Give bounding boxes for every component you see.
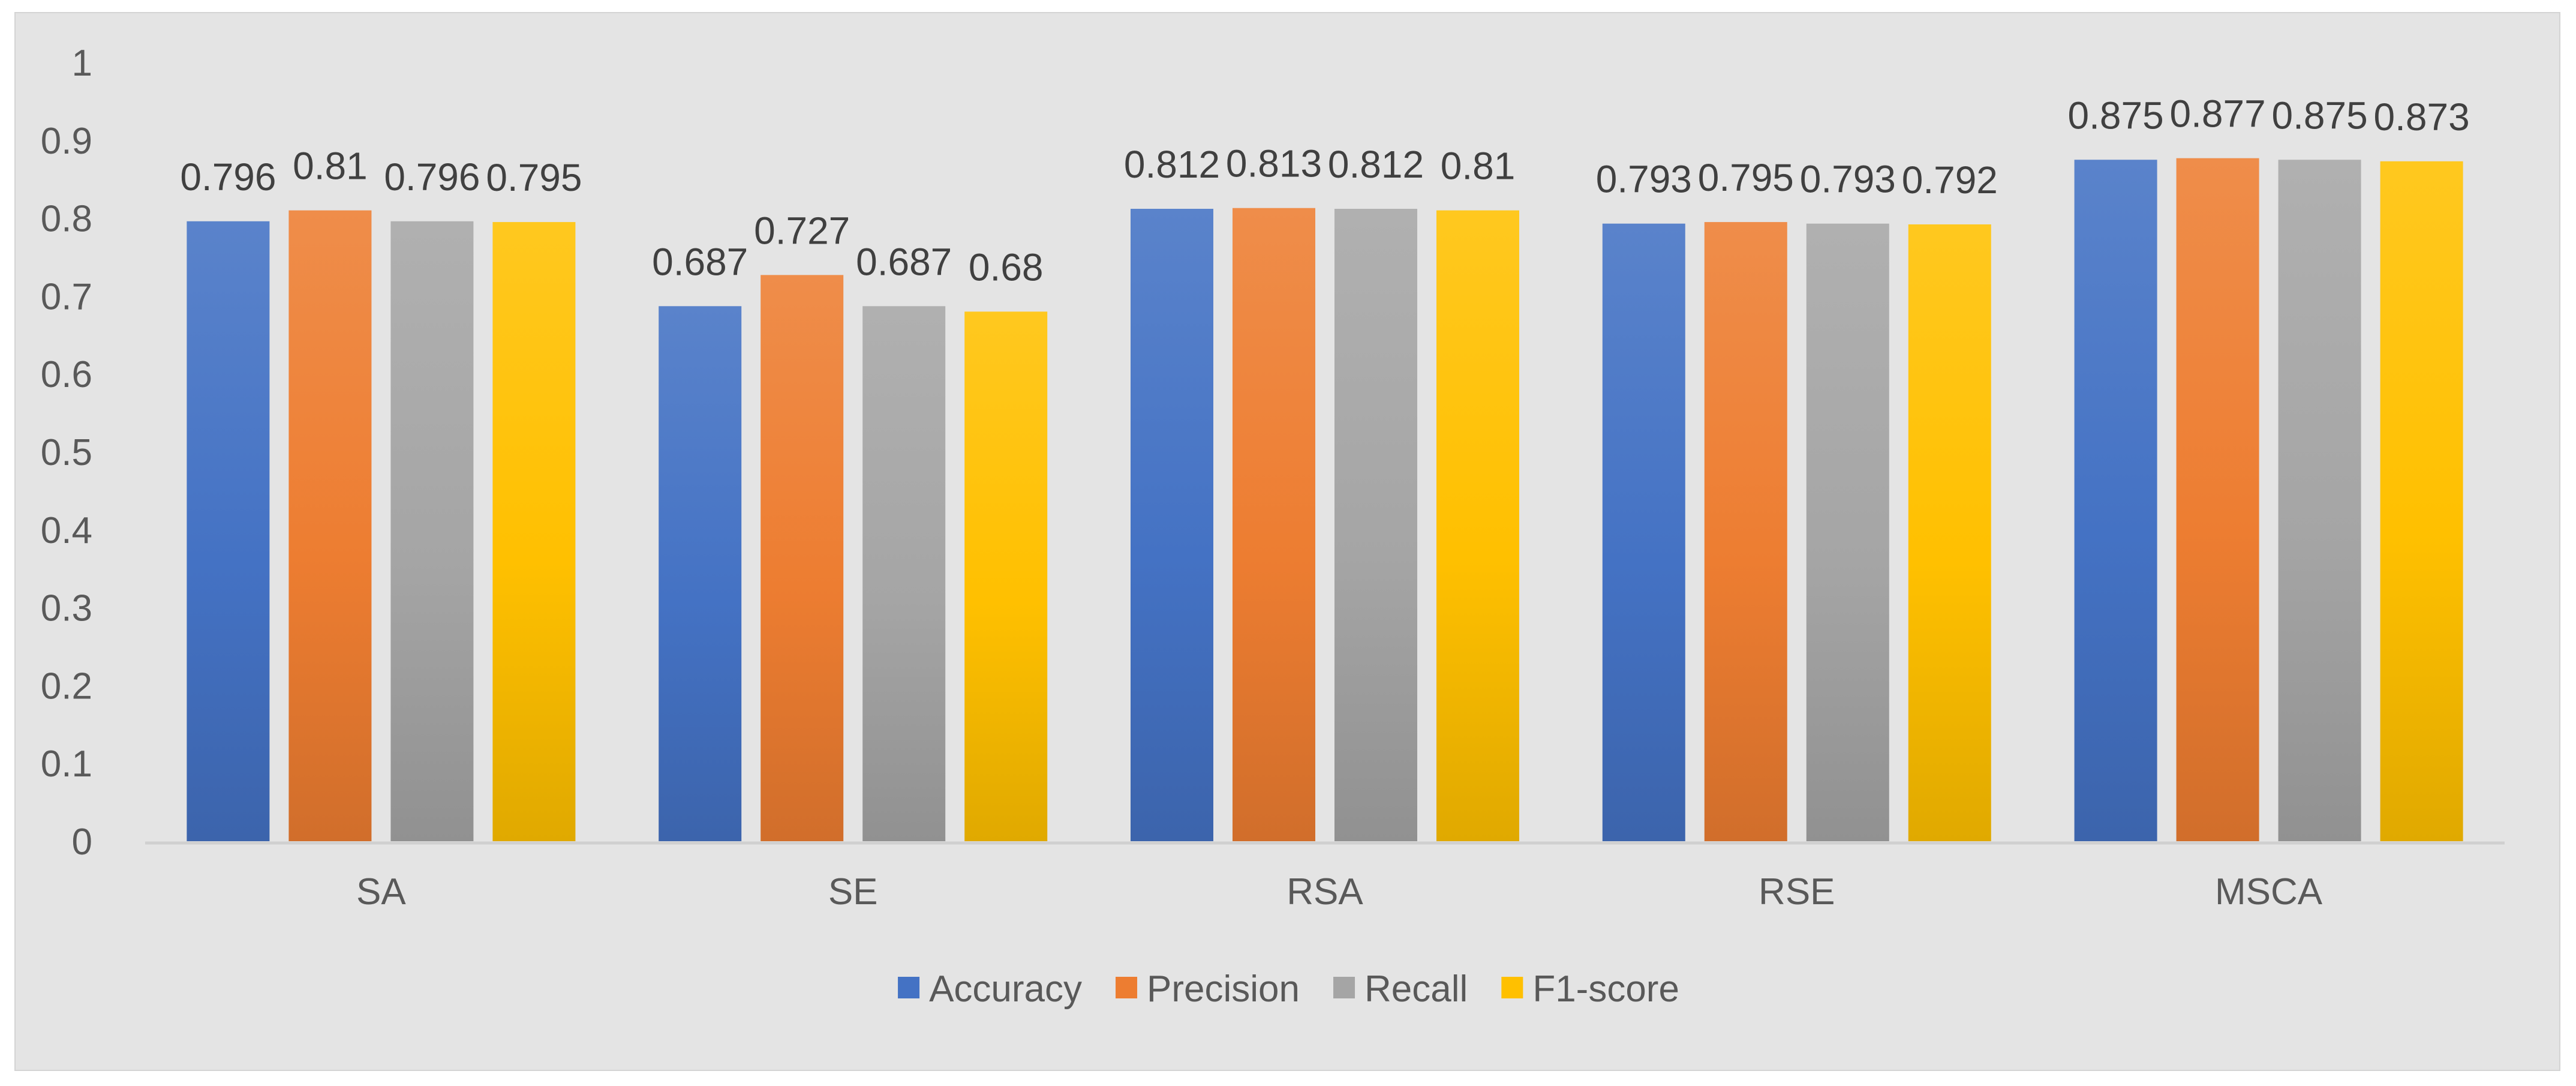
bar-rsa-recall [1334,209,1417,842]
legend-item-recall: Recall [1333,968,1468,1010]
bar-se-f1-score [964,311,1048,841]
bar-msca-accuracy [2074,160,2157,841]
x-category-label: SE [828,871,878,913]
y-tick-label: 0.1 [41,743,92,785]
bar-rsa-accuracy [1131,209,1213,842]
legend-label: Precision [1147,968,1300,1010]
legend: Accuracy Precision Recall F1-score [898,968,1679,1010]
data-label: 0.795 [1698,156,1794,199]
bar-msca-recall [2278,160,2361,841]
bar-rse-precision [1704,222,1787,842]
bar-rsa-precision [1233,208,1315,841]
legend-item-f1-score: F1-score [1501,968,1679,1010]
bar-rse-accuracy [1602,223,1685,841]
bar-se-accuracy [659,306,742,841]
data-label: 0.793 [1596,158,1692,201]
y-tick-label: 0.4 [41,510,92,551]
bar-rse-f1-score [1908,224,1991,841]
bar-sa-f1-score [492,222,576,842]
bar-sa-precision [288,210,372,841]
x-category-label: RSE [1759,871,1835,913]
data-label: 0.875 [2272,94,2368,137]
chart-area: 0 0.1 0.2 0.3 0.4 0.5 0.6 0.7 0.8 0.9 1 0.796 0.81 0… [14,12,2560,1071]
data-label: 0.796 [180,155,276,199]
x-category-label: SA [356,871,406,913]
data-label: 0.796 [384,155,480,199]
data-label: 0.812 [1328,143,1424,186]
bar-chart: 0 0.1 0.2 0.3 0.4 0.5 0.6 0.7 0.8 0.9 1 0.796 0.81 0… [41,43,2505,1010]
y-tick-label: 0.8 [41,199,92,240]
bar-rse-recall [1806,223,1889,841]
y-tick-label: 0.2 [41,665,92,707]
data-label: 0.813 [1226,142,1322,185]
legend-label: Accuracy [929,968,1082,1010]
data-label: 0.873 [2374,95,2470,139]
bar-sa-recall [390,221,474,841]
y-tick-label: 0.9 [41,121,92,162]
y-tick-label: 0.5 [41,432,92,473]
x-category-label: RSA [1287,871,1363,913]
legend-item-accuracy: Accuracy [898,968,1082,1010]
legend-swatch [1501,977,1523,998]
data-label: 0.875 [2068,94,2164,137]
y-tick-label: 0.6 [41,354,92,395]
y-tick-label: 0.3 [41,588,92,629]
y-tick-label: 1 [72,43,92,84]
data-label: 0.877 [2170,92,2266,136]
y-tick-label: 0.7 [41,276,92,317]
legend-label: F1-score [1532,968,1679,1010]
y-tick-label: 0 [72,821,92,863]
data-label: 0.793 [1800,158,1896,201]
x-axis: SA SE RSA RSE MSCA [356,871,2323,913]
x-category-label: MSCA [2215,871,2323,913]
data-label: 0.795 [486,156,582,199]
bar-se-precision [761,275,844,841]
data-label: 0.81 [293,145,368,188]
data-label: 0.687 [652,240,748,283]
legend-swatch [898,977,920,998]
legend-item-precision: Precision [1116,968,1300,1010]
data-label: 0.727 [754,209,850,252]
bar-sa-accuracy [187,221,270,841]
data-label: 0.812 [1124,143,1220,186]
data-label: 0.68 [969,245,1044,289]
bar-se-recall [862,306,946,841]
bar-msca-precision [2176,158,2259,841]
bar-rsa-f1-score [1436,210,1519,841]
data-label: 0.81 [1441,145,1516,188]
bar-msca-f1-score [2380,161,2463,842]
legend-label: Recall [1364,968,1468,1010]
data-label: 0.687 [856,240,952,283]
legend-swatch [1116,977,1138,998]
bars-group [187,158,2463,842]
y-axis: 0 0.1 0.2 0.3 0.4 0.5 0.6 0.7 0.8 0.9 1 [41,43,92,863]
legend-swatch [1333,977,1355,998]
data-label: 0.792 [1902,158,1998,202]
